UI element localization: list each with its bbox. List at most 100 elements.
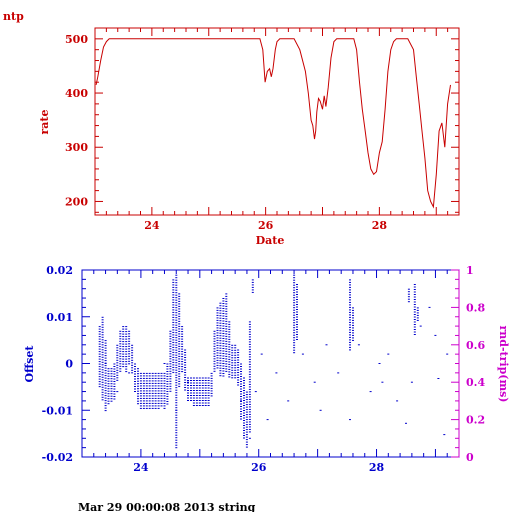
offset-point xyxy=(222,315,225,317)
offset-point xyxy=(104,387,107,389)
offset-point xyxy=(245,419,248,421)
rtt-point xyxy=(248,437,251,439)
offset-point xyxy=(98,363,101,365)
offset-point xyxy=(137,375,139,377)
offset-point xyxy=(210,372,213,374)
offset-point xyxy=(296,331,298,333)
offset-point xyxy=(219,315,222,317)
offset-point xyxy=(172,294,175,296)
offset-point xyxy=(101,369,104,371)
offset-point xyxy=(248,381,251,383)
offset-point xyxy=(125,338,128,340)
offset-point xyxy=(169,375,172,377)
offset-point xyxy=(245,421,248,423)
offset-point xyxy=(293,314,296,316)
rtt-point xyxy=(419,325,422,327)
offset-point xyxy=(352,324,354,326)
offset-point xyxy=(237,379,240,381)
offset-point xyxy=(178,383,181,385)
offset-point xyxy=(175,354,178,356)
offset-point xyxy=(107,368,110,370)
offset-point xyxy=(137,373,139,375)
offset-point xyxy=(243,387,245,389)
offset-point xyxy=(222,350,225,352)
rtt-point xyxy=(287,400,290,402)
offset-point xyxy=(225,310,228,312)
offset-point xyxy=(207,387,210,389)
offset-point xyxy=(98,366,101,368)
offset-point xyxy=(190,385,192,386)
offset-point xyxy=(198,405,201,406)
offset-point xyxy=(243,435,245,436)
offset-point xyxy=(119,368,122,370)
offset-point xyxy=(104,397,107,399)
offset-point xyxy=(225,368,228,370)
offset-point xyxy=(166,388,169,390)
offset-point xyxy=(293,287,296,289)
offset-point-column xyxy=(187,377,189,401)
offset-point xyxy=(154,377,157,379)
offset-point xyxy=(219,340,222,342)
offset-point xyxy=(245,436,248,438)
offset-point xyxy=(139,380,142,382)
offset-point xyxy=(243,425,245,426)
offset-point xyxy=(243,395,245,396)
offset-point xyxy=(251,289,254,291)
offset-point xyxy=(349,289,351,291)
offset-point xyxy=(169,390,172,392)
offset-point xyxy=(154,405,157,407)
offset-point xyxy=(413,334,416,335)
offset-point xyxy=(207,392,210,394)
offset-point xyxy=(142,372,145,374)
rate-x-tick-label: 24 xyxy=(144,219,160,232)
offset-point xyxy=(98,386,101,388)
offset-point xyxy=(245,416,248,418)
offset-point-column xyxy=(243,377,245,439)
offset-point xyxy=(178,380,181,382)
offset-point xyxy=(172,341,175,343)
offset-point xyxy=(98,361,101,363)
offset-point xyxy=(293,349,296,351)
offset-point xyxy=(225,358,228,360)
offset-point xyxy=(248,428,251,430)
offset-point xyxy=(228,366,231,368)
offset-point xyxy=(190,390,192,391)
offset-point xyxy=(413,304,416,305)
offset-point xyxy=(122,333,125,335)
offset-point xyxy=(119,348,122,350)
offset-point xyxy=(190,377,192,379)
offset-point xyxy=(187,390,189,391)
offset-point xyxy=(245,441,248,443)
offset-point xyxy=(104,380,107,382)
offset-point xyxy=(128,343,131,345)
offset-point xyxy=(228,368,231,370)
offset-point xyxy=(175,439,178,441)
rtt-point xyxy=(446,353,449,355)
offset-point xyxy=(234,369,237,371)
offset-point xyxy=(296,324,298,325)
offset-point xyxy=(169,355,172,357)
offset-point xyxy=(169,380,172,382)
offset-point xyxy=(163,380,166,382)
offset-point xyxy=(228,333,231,335)
offset-point xyxy=(245,446,248,448)
offset-point xyxy=(172,301,175,303)
rtt-point xyxy=(434,334,437,336)
offset-point xyxy=(210,375,213,377)
offset-point xyxy=(172,314,175,316)
offset-point xyxy=(248,356,251,358)
offset-point xyxy=(107,388,110,390)
rtt-point xyxy=(240,400,242,402)
offset-point xyxy=(110,395,113,397)
offset-point xyxy=(296,296,298,298)
offset-point-column xyxy=(128,330,131,365)
offset-point xyxy=(169,345,172,347)
offset-point xyxy=(228,343,231,345)
offset-point-column xyxy=(192,377,195,406)
offset-point xyxy=(104,340,107,342)
offset-point xyxy=(142,407,145,409)
offset-point xyxy=(131,369,134,371)
offset-point xyxy=(137,395,139,397)
rtt-point xyxy=(175,409,178,411)
offset-point xyxy=(181,366,184,368)
